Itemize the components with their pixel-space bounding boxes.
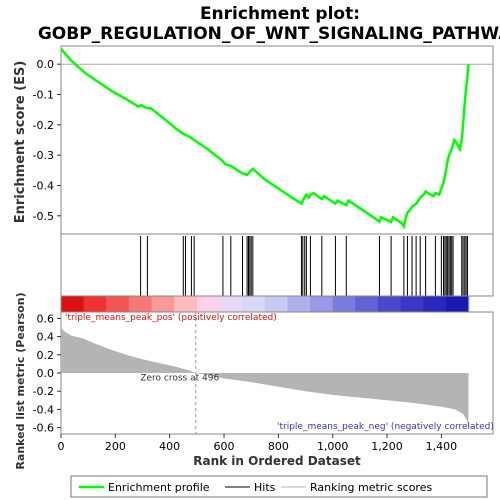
heatbar-segment bbox=[355, 296, 378, 312]
heatbar-segment bbox=[129, 296, 152, 312]
metric-y-tick-label: 0.0 bbox=[37, 367, 55, 380]
es-panel-frame bbox=[61, 46, 493, 234]
chart-title-line-2: GOBP_REGULATION_OF_WNT_SIGNALING_PATHWAY bbox=[38, 24, 500, 44]
zero-cross-label: Zero cross at 496 bbox=[140, 374, 219, 384]
heatbar-segment bbox=[287, 296, 310, 312]
metric-y-tick-label: 0.4 bbox=[37, 331, 55, 344]
legend-metric-label: Ranking metric scores bbox=[310, 481, 432, 494]
x-tick-label: 800 bbox=[268, 440, 289, 453]
ranking-heatbar bbox=[61, 296, 469, 312]
es-y-tick-label: -0.1 bbox=[33, 89, 54, 102]
legend-hits-label: Hits bbox=[254, 481, 276, 494]
es-y-axis-label: Enrichment score (ES) bbox=[13, 61, 28, 224]
es-y-tick-label: -0.3 bbox=[33, 149, 54, 162]
es-y-tick-label: -0.2 bbox=[33, 119, 54, 132]
metric-y-tick-label: 0.2 bbox=[37, 349, 55, 362]
legend-enrichment-label: Enrichment profile bbox=[108, 481, 210, 494]
heatbar-segment bbox=[61, 296, 84, 312]
heatbar-segment bbox=[378, 296, 401, 312]
heatbar-segment bbox=[401, 296, 424, 312]
es-y-tick-label: -0.4 bbox=[33, 179, 54, 192]
metric-y-tick-label: 0.6 bbox=[37, 312, 55, 325]
x-tick-label: 1,200 bbox=[371, 440, 403, 453]
x-tick-label: 0 bbox=[58, 440, 65, 453]
chart-title-line-1: Enrichment plot: bbox=[200, 4, 360, 24]
es-y-ticks: 0.0 -0.1 -0.2 -0.3 -0.4 -0.5 bbox=[33, 58, 61, 223]
x-tick-label: 400 bbox=[159, 440, 180, 453]
heatbar-segment bbox=[446, 296, 469, 312]
heatbar-segment bbox=[174, 296, 197, 312]
metric-y-ticks: 0.6 0.4 0.2 0.0 -0.2 -0.4 -0.6 bbox=[33, 312, 61, 434]
negative-correlation-label: 'triple_means_peak_neg' (negatively corr… bbox=[277, 422, 494, 432]
es-y-tick-label: 0.0 bbox=[37, 58, 55, 71]
metric-y-tick-label: -0.4 bbox=[33, 403, 54, 416]
x-tick-label: 200 bbox=[105, 440, 126, 453]
x-tick-label: 1,400 bbox=[426, 440, 458, 453]
heatbar-segment bbox=[197, 296, 220, 312]
hits-panel-frame bbox=[61, 234, 493, 296]
heatbar-segment bbox=[310, 296, 333, 312]
x-ticks: 0 200 400 600 800 1,000 1,200 1,400 bbox=[58, 434, 458, 453]
metric-y-axis-label: Ranked list metric (Pearson) bbox=[14, 292, 27, 469]
heatbar-segment bbox=[152, 296, 175, 312]
positive-correlation-label: 'triple_means_peak_pos' (positively corr… bbox=[65, 313, 277, 323]
x-tick-label: 1,000 bbox=[317, 440, 349, 453]
heatbar-segment bbox=[242, 296, 265, 312]
heatbar-segment bbox=[265, 296, 288, 312]
heatbar-segment bbox=[84, 296, 107, 312]
x-axis-label: Rank in Ordered Dataset bbox=[193, 454, 361, 468]
metric-y-tick-label: -0.2 bbox=[33, 385, 54, 398]
heatbar-segment bbox=[106, 296, 129, 312]
x-tick-label: 600 bbox=[214, 440, 235, 453]
heatbar-segment bbox=[423, 296, 446, 312]
es-y-tick-label: -0.5 bbox=[33, 210, 54, 223]
heatbar-segment bbox=[219, 296, 242, 312]
heatbar-segment bbox=[333, 296, 356, 312]
metric-y-tick-label: -0.6 bbox=[33, 422, 54, 435]
